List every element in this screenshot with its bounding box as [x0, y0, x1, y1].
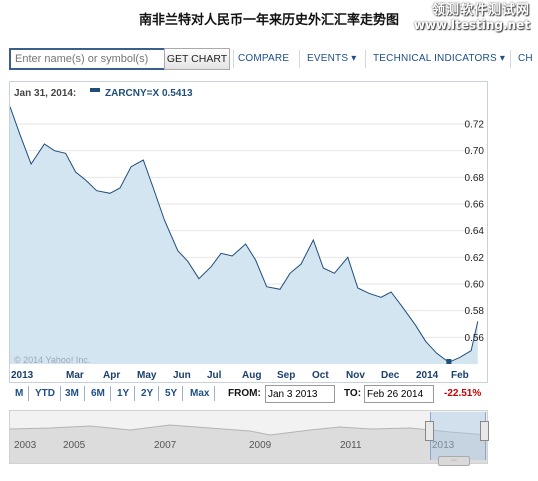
range-button-3m[interactable]: 3M [60, 386, 85, 401]
x-tick-label: Feb [451, 370, 469, 381]
price-area-fill [10, 106, 478, 364]
events-label: EVENTS [307, 53, 349, 64]
navigator-left-handle[interactable] [425, 421, 434, 441]
y-tick-label: 0.72 [465, 120, 485, 131]
timeline-navigator[interactable] [9, 410, 488, 464]
events-menu[interactable]: EVENTS ▾ [307, 53, 356, 64]
dropdown-caret-icon: ▾ [499, 53, 506, 64]
range-button-max[interactable]: Max [185, 386, 216, 401]
navigator-sparkline [9, 424, 488, 463]
toolbar-divider [510, 50, 511, 68]
y-axis-labels: 0.72 0.70 0.68 0.66 0.64 0.62 0.60 0.58 0.56 [465, 120, 485, 344]
site-watermark: 领测软件测试网 www.ltesting.net [414, 3, 530, 33]
range-button-6m[interactable]: 6M [86, 386, 111, 401]
symbol-search-input[interactable] [9, 48, 169, 70]
from-date-input[interactable] [265, 385, 335, 403]
navigator-right-handle[interactable] [480, 421, 489, 441]
navigator-year-label: 2011 [340, 440, 362, 451]
x-tick-label: Nov [346, 370, 365, 381]
toolbar-divider [233, 50, 234, 68]
watermark-url: www.ltesting.net [413, 18, 530, 32]
navigator-year-label: 2003 [14, 440, 37, 451]
y-tick-label: 0.66 [465, 200, 485, 211]
legend-series: ZARCNY=X 0.5413 [105, 88, 193, 99]
x-tick-label: Sep [277, 370, 296, 381]
y-tick-label: 0.58 [465, 306, 485, 317]
navigator-year-label: 2005 [63, 440, 86, 451]
price-line [10, 106, 479, 363]
navigator-scrollbar[interactable]: ∙∙∙ [438, 456, 470, 466]
navigator-year-label: 2009 [249, 440, 272, 451]
x-tick-label: 2013 [11, 370, 34, 381]
navigator-year-label: 2013 [432, 440, 455, 451]
last-price-marker [446, 359, 452, 364]
chart-copyright: © 2014 Yahoo! Inc. [14, 355, 90, 365]
x-tick-label: Apr [103, 370, 121, 381]
x-tick-label: Jun [173, 370, 191, 381]
range-button-2y[interactable]: 2Y [136, 386, 160, 401]
x-tick-label: May [137, 370, 157, 381]
navigator-year-label: 2007 [154, 440, 177, 451]
legend-date: Jan 31, 2014: [14, 88, 76, 99]
watermark-title: 领测软件测试网 [431, 3, 530, 18]
x-tick-label: Aug [242, 370, 262, 381]
legend-swatch-icon [90, 88, 100, 92]
legend-band [10, 82, 487, 102]
range-button-m[interactable]: M [10, 386, 30, 401]
x-tick-label: Dec [381, 370, 400, 381]
percent-change: -22.51% [444, 388, 482, 399]
page-title: 南非兰特对人民币一年来历史外汇汇率走势图 [138, 13, 399, 28]
y-tick-label: 0.56 [465, 333, 485, 344]
technical-indicators-menu[interactable]: TECHNICAL INDICATORS ▾ [373, 53, 505, 64]
price-chart[interactable]: 0.72 0.70 0.68 0.66 0.64 0.62 0.60 0.58 0.56 Jan… [10, 82, 487, 382]
chart-type-menu[interactable]: CH [518, 53, 533, 64]
x-tick-label: Oct [312, 370, 329, 381]
title-bar [0, 0, 538, 36]
y-tick-label: 0.60 [465, 280, 485, 291]
y-tick-label: 0.62 [465, 253, 485, 264]
dropdown-caret-icon: ▾ [351, 53, 357, 64]
y-tick-label: 0.70 [465, 146, 485, 157]
range-button-ytd[interactable]: YTD [30, 386, 61, 401]
get-chart-button[interactable]: GET CHART [164, 48, 230, 70]
x-tick-label: Jul [207, 370, 222, 381]
range-button-1y[interactable]: 1Y [112, 386, 136, 401]
toolbar-divider [365, 50, 366, 68]
toolbar-divider [299, 50, 300, 68]
to-date-input[interactable] [364, 385, 434, 403]
technical-indicators-label: TECHNICAL INDICATORS [373, 53, 497, 64]
navigator-selection[interactable] [430, 412, 486, 460]
compare-link[interactable]: COMPARE [238, 53, 290, 64]
x-tick-label: 2014 [416, 370, 439, 381]
to-label: TO: [344, 388, 362, 399]
chart-frame[interactable]: 0.72 0.70 0.68 0.66 0.64 0.62 0.60 0.58 0.56 Jan… [9, 81, 488, 383]
x-tick-label: Mar [66, 370, 84, 381]
range-button-5y[interactable]: 5Y [160, 386, 184, 401]
y-tick-label: 0.68 [465, 173, 485, 184]
from-label: FROM: [228, 388, 261, 399]
y-tick-label: 0.64 [465, 226, 485, 237]
